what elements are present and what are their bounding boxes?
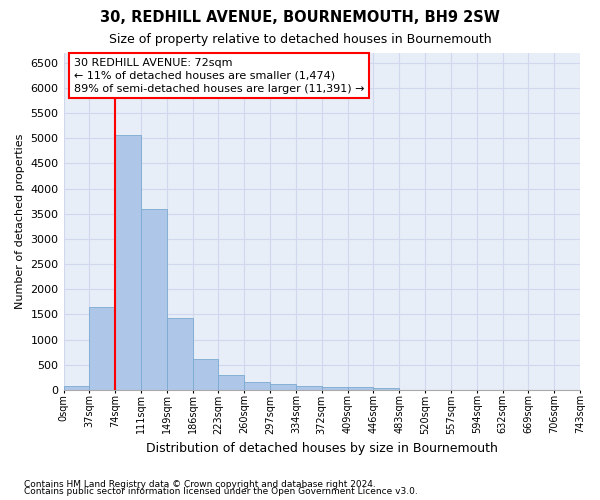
Bar — [347, 388, 373, 390]
Text: 30 REDHILL AVENUE: 72sqm
← 11% of detached houses are smaller (1,474)
89% of sem: 30 REDHILL AVENUE: 72sqm ← 11% of detach… — [74, 58, 364, 94]
Bar — [89, 307, 115, 390]
Bar — [167, 318, 193, 390]
Bar — [244, 382, 270, 390]
Bar — [373, 388, 399, 390]
X-axis label: Distribution of detached houses by size in Bournemouth: Distribution of detached houses by size … — [146, 442, 498, 455]
Bar — [296, 386, 322, 390]
Text: Size of property relative to detached houses in Bournemouth: Size of property relative to detached ho… — [109, 32, 491, 46]
Bar — [115, 134, 141, 390]
Bar — [270, 384, 296, 390]
Text: 30, REDHILL AVENUE, BOURNEMOUTH, BH9 2SW: 30, REDHILL AVENUE, BOURNEMOUTH, BH9 2SW — [100, 10, 500, 25]
Bar — [141, 208, 167, 390]
Text: Contains public sector information licensed under the Open Government Licence v3: Contains public sector information licen… — [24, 488, 418, 496]
Bar — [218, 376, 244, 390]
Text: Contains HM Land Registry data © Crown copyright and database right 2024.: Contains HM Land Registry data © Crown c… — [24, 480, 376, 489]
Bar — [322, 386, 347, 390]
Bar — [193, 359, 218, 390]
Bar — [64, 386, 89, 390]
Y-axis label: Number of detached properties: Number of detached properties — [15, 134, 25, 309]
